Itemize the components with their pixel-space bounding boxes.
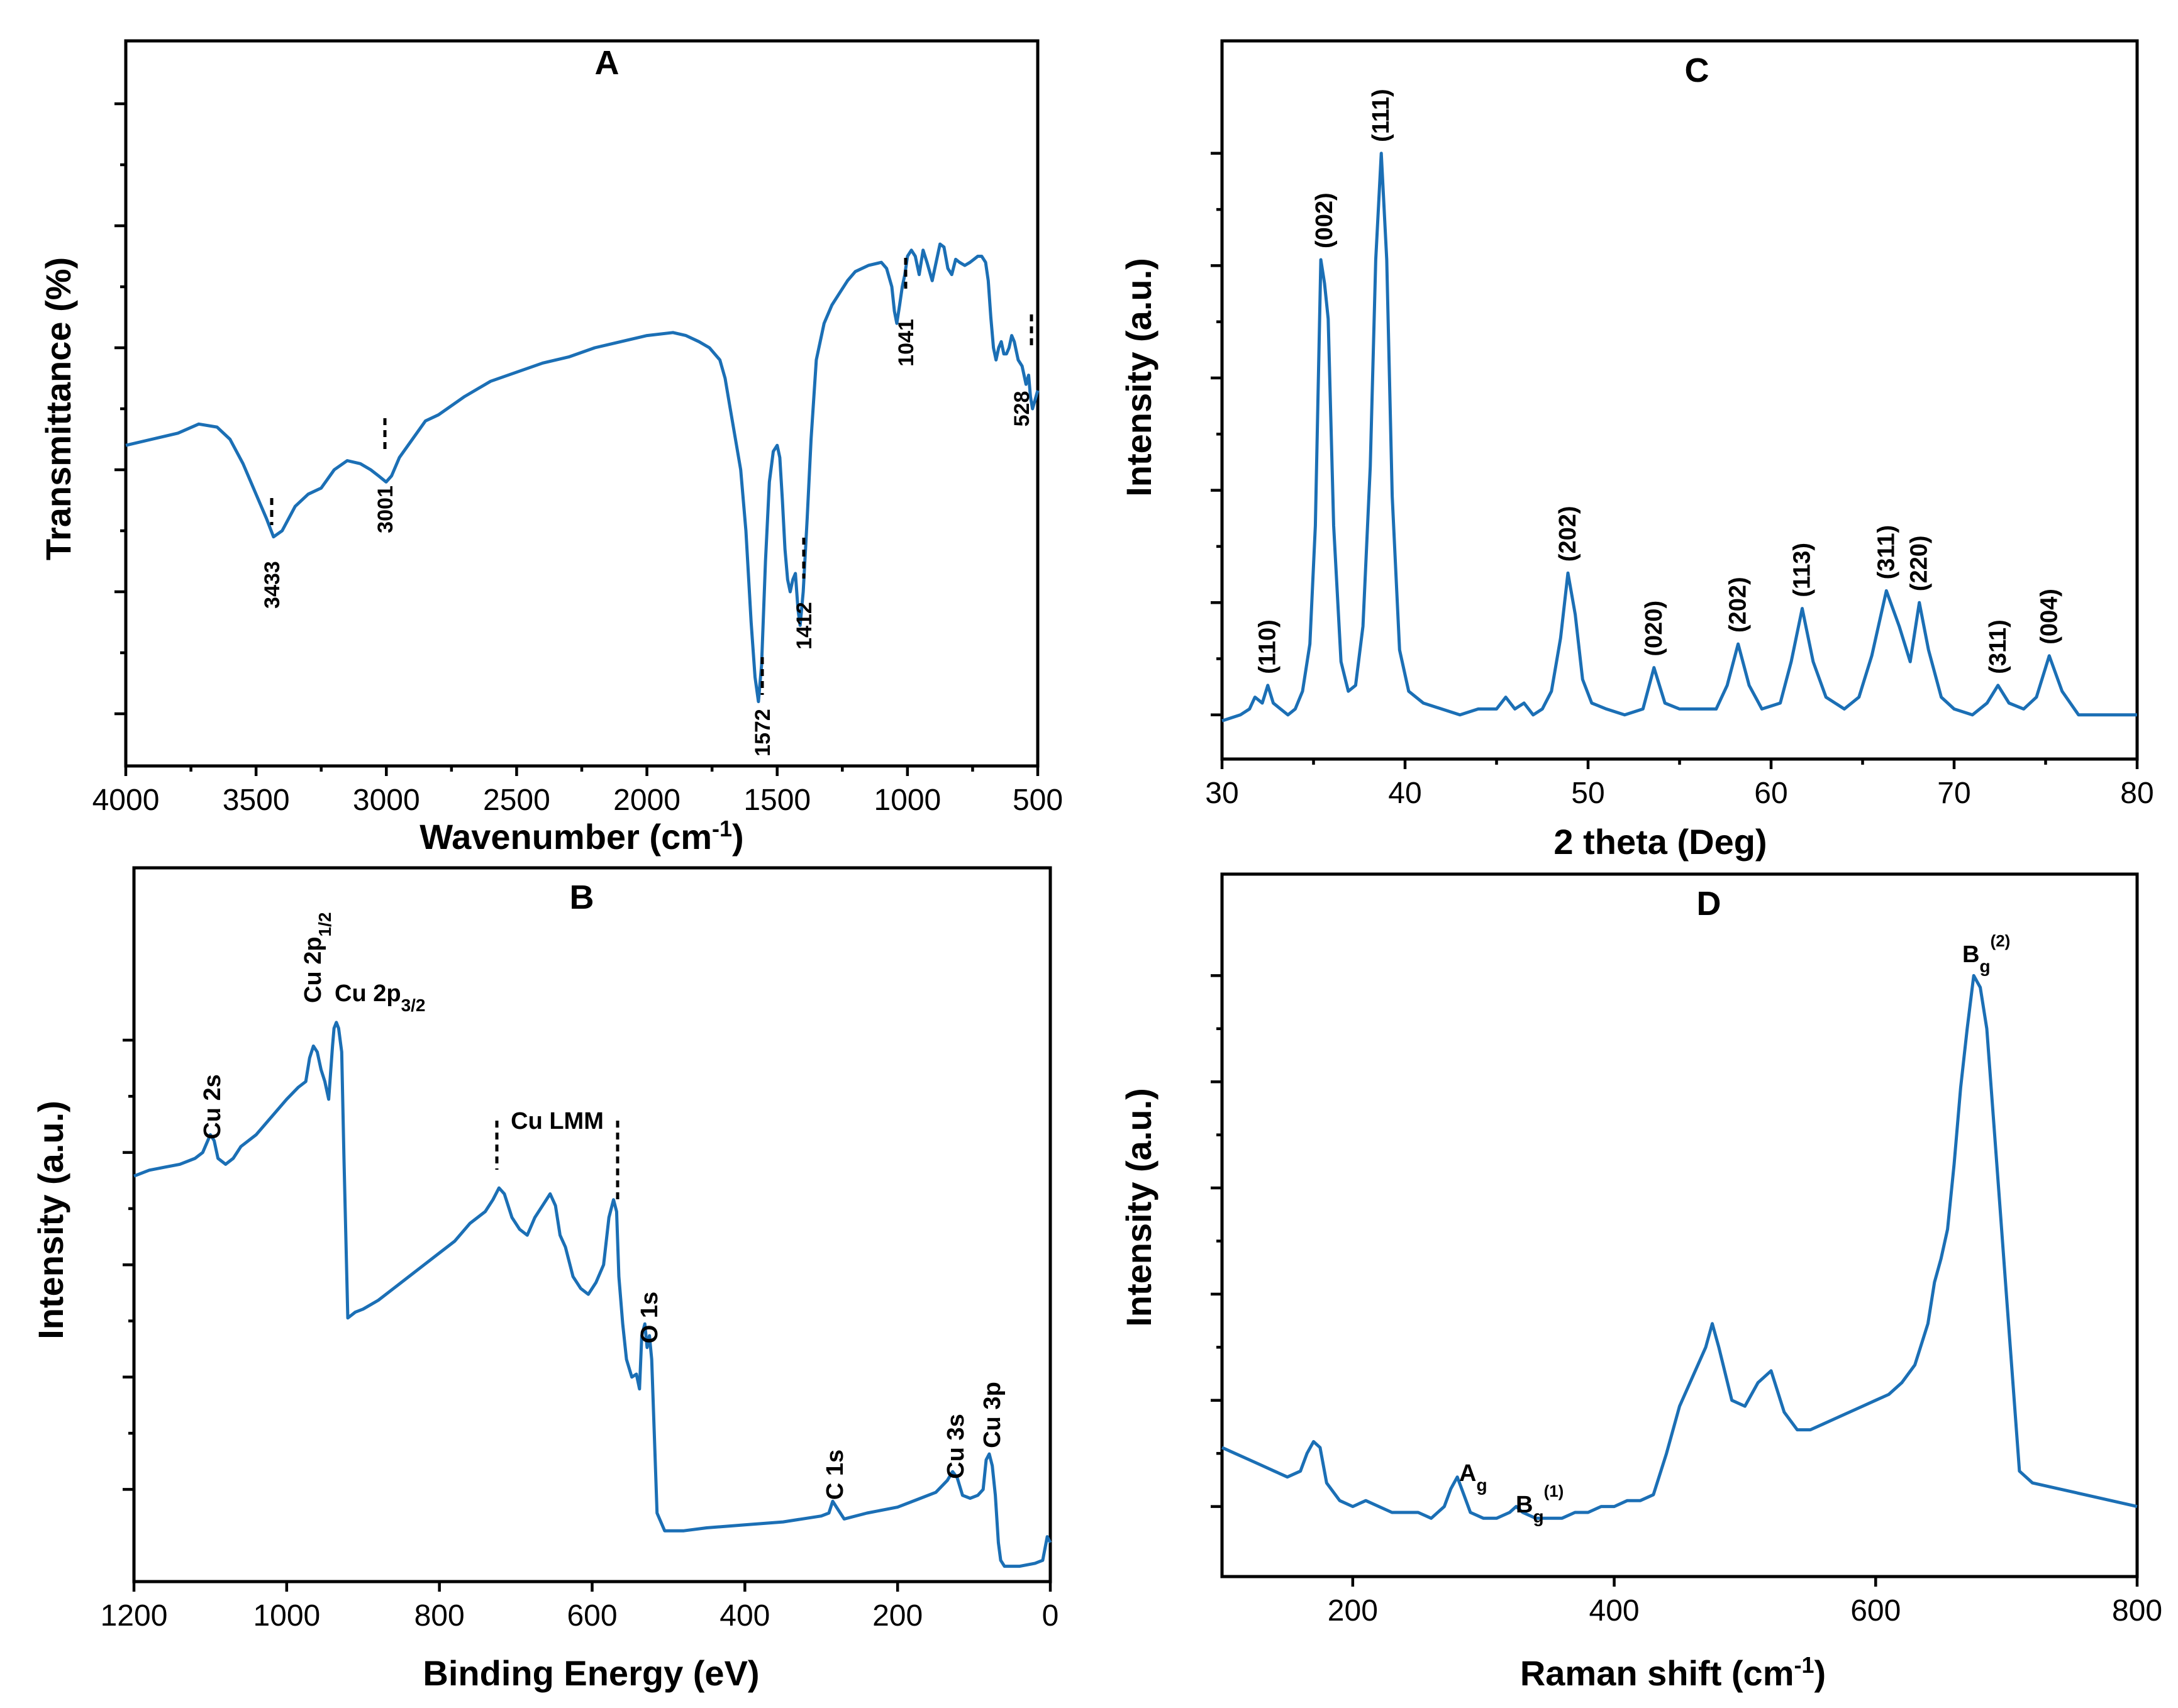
panel-a-x-tick-label: 1500 <box>743 784 811 817</box>
panel-a-peak-3433: 3433 <box>260 498 284 609</box>
panel-c-x-tick-label: 30 <box>1205 777 1238 810</box>
panel-c-hkl-label: (020) <box>1641 601 1667 657</box>
panel-b-xps-line <box>133 1021 1052 1568</box>
panel-b-title: B <box>570 879 594 916</box>
panel-a-y-ticks <box>114 102 126 716</box>
panel-a-peak-1572-label: 1572 <box>751 709 775 757</box>
panel-a-x-tick-label: 3000 <box>353 784 420 817</box>
panel-c-hkl-label: (311) <box>1873 525 1899 580</box>
panel-a-x-tick-label: 2500 <box>483 784 550 817</box>
panel-b-y-axis-label: Intensity (a.u.) <box>31 1101 70 1339</box>
panel-d-x-tick-label: 800 <box>2112 1594 2162 1628</box>
panel-a-x-tick-label: 4000 <box>92 784 160 817</box>
panel-b-c1s-label: C 1s <box>822 1450 848 1500</box>
panel-b-x-tick-label: 400 <box>720 1599 770 1633</box>
panel-c-hkl-label: (004) <box>2036 589 2062 645</box>
panel-a-x-axis-label: Wavenumber (cm-1) <box>419 816 743 857</box>
panel-a-title: A <box>595 44 620 82</box>
panel-d-x-ticks: 200 400 600 800 <box>1328 1577 2162 1628</box>
panel-a-x-ticks: 4000 3500 3000 2500 2000 1500 1000 500 <box>92 766 1063 817</box>
panel-b-cu2p12-label: Cu 2p1/2 <box>300 912 335 1004</box>
panel-c-title: C <box>1685 52 1709 89</box>
panel-a-peak-3001-label: 3001 <box>374 485 397 533</box>
panel-b-cu2s-label: Cu 2s <box>199 1074 226 1139</box>
panel-a-peak-1572: 1572 <box>751 657 775 757</box>
panel-b-x-tick-label: 1200 <box>101 1599 168 1633</box>
panel-b-x-tick-label: 800 <box>414 1599 465 1633</box>
panel-a-ftir: 4000 3500 3000 2500 2000 1500 1000 500 A Wavenu… <box>38 39 1063 857</box>
panel-a-peak-1041-label: 1041 <box>894 319 918 367</box>
panel-d-raman: 200 400 600 800 D Raman shift (cm-1) Intens… <box>1119 872 2162 1694</box>
panel-c-x-tick-label: 50 <box>1571 777 1604 810</box>
panel-b-y-ticks <box>123 1038 134 1491</box>
panel-a-x-tick-label: 1000 <box>874 784 941 817</box>
panel-a-peak-528-label: 528 <box>1010 391 1034 427</box>
panel-a-peak-1412: 1412 <box>792 538 816 650</box>
panel-c-hkl-label: (202) <box>1725 577 1752 633</box>
panel-d-ag-label: Ag <box>1459 1460 1487 1495</box>
panel-b-x-tick-label: 0 <box>1042 1599 1059 1633</box>
panel-c-hkl-label: (311) <box>1985 619 2011 674</box>
panel-b-cu3p-label: Cu 3p <box>979 1382 1006 1448</box>
panel-a-peak-3001: 3001 <box>374 418 397 533</box>
panel-a-frame <box>124 39 1040 768</box>
panel-c-x-axis-label: 2 theta (Deg) <box>1553 822 1767 862</box>
panel-a-peak-1041: 1041 <box>894 258 918 367</box>
panel-a-ftir-line <box>125 242 1040 704</box>
panel-c-hkl-label: (110) <box>1255 619 1281 674</box>
panel-a-peak-1412-label: 1412 <box>792 602 816 650</box>
panel-a-x-tick-label: 3500 <box>223 784 290 817</box>
panel-d-bg2-label: Bg(2) <box>1962 931 2010 976</box>
panel-b-cu3s-label: Cu 3s <box>943 1414 969 1478</box>
panel-b-x-tick-label: 1000 <box>253 1599 320 1633</box>
panel-c-x-tick-label: 70 <box>1937 777 1970 810</box>
panel-c-y-axis-label: Intensity (a.u.) <box>1119 258 1158 497</box>
panel-c-hkl-label: (113) <box>1789 543 1815 597</box>
panel-b-cu-lmm-label: Cu LMM <box>511 1108 604 1134</box>
panel-c-hkl-label: (202) <box>1555 506 1581 562</box>
panel-d-bg1-label: Bg(1) <box>1516 1482 1564 1526</box>
panel-b-cu2p32-label: Cu 2p3/2 <box>335 980 426 1015</box>
panel-d-y-axis-label: Intensity (a.u.) <box>1119 1088 1158 1327</box>
panel-c-x-ticks: 30 40 50 60 70 80 <box>1205 759 2154 810</box>
panel-d-y-ticks <box>1211 974 1222 1508</box>
panel-a-peak-3433-label: 3433 <box>260 561 284 609</box>
panel-d-title: D <box>1697 885 1721 923</box>
panel-c-x-tick-label: 80 <box>2120 777 2153 810</box>
panel-c-x-tick-label: 40 <box>1388 777 1421 810</box>
panel-d-x-tick-label: 600 <box>1850 1594 1901 1628</box>
panel-a-peak-528: 528 <box>1010 314 1034 426</box>
panel-b-o1s-label: O 1s <box>636 1292 663 1343</box>
panel-d-raman-line <box>1221 973 2138 1520</box>
panel-a-y-axis-label: Transmittance (%) <box>38 257 78 560</box>
panel-c-hkl-label: (220) <box>1906 535 1933 591</box>
panel-c-y-ticks <box>1211 152 1222 717</box>
panel-a-x-tick-label: 2000 <box>613 784 681 817</box>
panel-d-frame <box>1220 872 2139 1578</box>
panel-d-x-axis-label: Raman shift (cm-1) <box>1520 1652 1826 1694</box>
panel-d-x-tick-label: 400 <box>1589 1594 1640 1628</box>
panel-c-hkl-label: (002) <box>1311 192 1338 248</box>
panel-d-x-tick-label: 200 <box>1328 1594 1378 1628</box>
panel-b-x-tick-label: 200 <box>872 1599 923 1633</box>
panel-c-hkl-label: (111) <box>1368 89 1394 142</box>
panel-b-x-ticks: 1200 1000 800 600 400 200 0 <box>101 1582 1059 1633</box>
panel-c-hkl-labels: (110) (002) (111) (202) (020) (202) (113) (311)… <box>1255 89 2063 674</box>
panel-a-x-tick-label: 500 <box>1013 784 1063 817</box>
panel-b-x-tick-label: 600 <box>567 1599 617 1633</box>
panel-b-x-axis-label: Binding Energy (eV) <box>423 1653 759 1693</box>
panel-b-frame <box>132 866 1052 1583</box>
panel-b-xps: 1200 1000 800 600 400 200 0 B Binding Energy (… <box>31 866 1059 1693</box>
panel-c-x-tick-label: 60 <box>1754 777 1787 810</box>
panel-c-xrd-line <box>1221 152 2137 723</box>
panel-c-xrd: 30 40 50 60 70 80 C 2 theta (Deg) Intensity (… <box>1119 39 2154 862</box>
panel-b-cu-lmm-bracket: Cu LMM <box>495 1108 620 1201</box>
